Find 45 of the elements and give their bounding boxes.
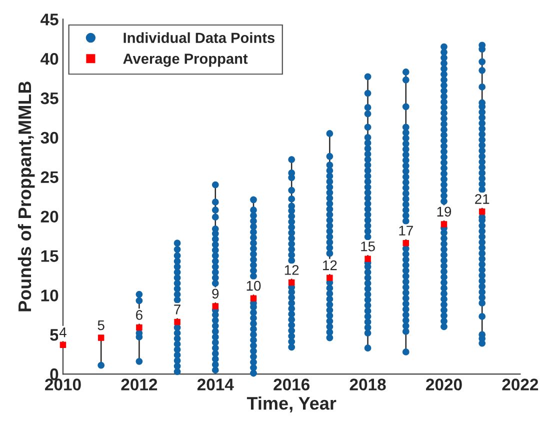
point <box>212 303 219 310</box>
point <box>250 295 257 302</box>
legend-label: Average Proppant <box>123 54 248 67</box>
x-tick-label: 2016 <box>274 378 310 390</box>
y-tick-label: 25 <box>40 171 58 184</box>
point <box>326 274 333 281</box>
data-label: 10 <box>246 280 261 291</box>
data-label: 9 <box>212 288 219 299</box>
data-label: 15 <box>361 242 375 252</box>
data-label: 19 <box>437 206 452 217</box>
point <box>288 279 295 286</box>
x-tick-label: 2020 <box>426 378 462 390</box>
y-tick-label: 5 <box>50 329 58 341</box>
y-axis-title: Pounds of Proppant,MMLB <box>18 82 35 312</box>
x-tick-label: 2014 <box>197 378 234 390</box>
data-label: 17 <box>399 226 413 236</box>
point <box>402 240 410 246</box>
x-tick-label: 2018 <box>350 378 386 390</box>
data-label: 5 <box>98 320 104 330</box>
y-tick-label: 30 <box>40 132 58 144</box>
y-tick-label: 20 <box>40 210 58 223</box>
legend-label: Individual Data Points <box>124 32 275 44</box>
y-tick-label: 35 <box>40 92 58 104</box>
point <box>60 342 66 348</box>
x-tick-label: 2010 <box>45 378 81 390</box>
data-label: 12 <box>284 265 299 275</box>
x-axis-title: Time, Year <box>246 396 336 412</box>
y-tick-label: 10 <box>41 290 58 302</box>
data-label: 21 <box>475 194 490 204</box>
x-tick-label: 2022 <box>502 378 538 390</box>
data-label: 6 <box>136 310 142 320</box>
point <box>136 324 142 331</box>
x-tick-label: 2012 <box>121 378 158 390</box>
point <box>98 334 104 341</box>
point <box>174 318 180 326</box>
point <box>440 221 448 228</box>
y-tick-label: 45 <box>40 14 58 26</box>
point <box>364 256 371 262</box>
y-tick-label: 0 <box>50 368 58 380</box>
data-label: 12 <box>323 260 337 270</box>
point <box>478 208 486 215</box>
data-label: 4 <box>59 328 66 338</box>
data-label: 7 <box>174 304 180 314</box>
y-tick-label: 40 <box>40 53 58 65</box>
y-tick-label: 15 <box>41 250 58 262</box>
